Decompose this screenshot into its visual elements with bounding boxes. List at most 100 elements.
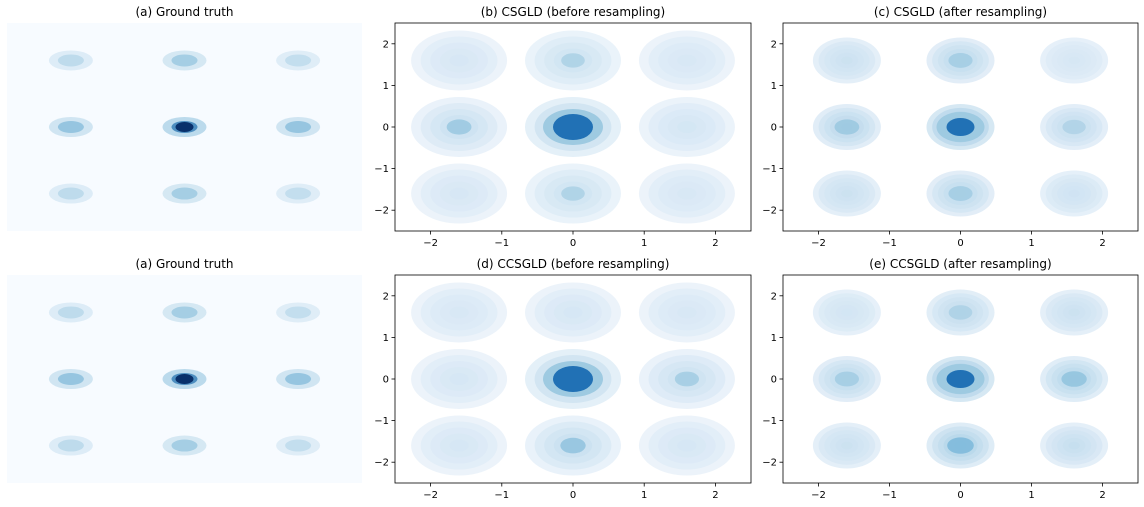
mode-core: [57, 306, 84, 319]
panel-4: (a) Ground truth: [7, 257, 362, 483]
x-tick-label: 2: [712, 238, 718, 249]
x-tick-label: 2: [712, 490, 718, 501]
mode-peak: [553, 366, 593, 392]
x-tick-label: −1: [494, 490, 509, 501]
y-tick-label: −2: [374, 458, 389, 469]
contour-level: [677, 439, 697, 452]
x-tick-label: 0: [957, 238, 963, 249]
x-tick-label: −2: [811, 490, 826, 501]
y-tick-label: 1: [771, 81, 777, 92]
contour-level: [841, 189, 853, 198]
x-tick-label: 1: [1028, 490, 1034, 501]
y-tick-label: 2: [771, 291, 777, 302]
mode-core: [57, 373, 84, 385]
y-tick-label: −1: [762, 416, 777, 427]
mode-peak: [946, 118, 975, 136]
x-tick-label: −1: [882, 490, 897, 501]
mode-core: [285, 439, 312, 452]
mode-core: [57, 121, 84, 133]
mode-core: [171, 187, 198, 200]
mode-core: [834, 371, 860, 387]
x-tick-label: 1: [641, 490, 647, 501]
y-tick-label: 1: [771, 333, 777, 344]
x-tick-label: 0: [957, 490, 963, 501]
x-tick-label: 1: [641, 238, 647, 249]
panel-5: (d) CCSGLD (before resampling) −2 −1 0 1 2 2 1 0…: [374, 257, 752, 501]
contour-level: [677, 306, 697, 319]
mode-core: [947, 437, 974, 454]
x-tick-label: 0: [570, 490, 576, 501]
x-tick-label: 2: [1099, 238, 1105, 249]
contour-level: [841, 441, 853, 450]
mode-core: [171, 306, 198, 319]
mode-core: [1062, 119, 1086, 135]
y-tick-label: 2: [383, 291, 389, 302]
contour-level: [563, 306, 583, 319]
contour-level: [677, 187, 697, 200]
mode-core: [948, 305, 973, 320]
mode-core: [561, 186, 585, 201]
y-tick-label: −2: [762, 206, 777, 217]
y-tick-label: 1: [383, 333, 389, 344]
mode-core: [561, 53, 585, 68]
y-tick-label: −2: [762, 458, 777, 469]
contour-level: [449, 373, 469, 385]
y-tick-label: 0: [771, 123, 777, 134]
contour-level: [449, 439, 469, 452]
panel-title: (a) Ground truth: [135, 257, 233, 271]
x-tick-label: −2: [423, 238, 438, 249]
mode-core: [285, 187, 312, 200]
y-tick-label: 0: [383, 123, 389, 134]
contour-level: [449, 306, 469, 319]
y-tick-label: 0: [383, 375, 389, 386]
x-tick-label: −2: [423, 490, 438, 501]
mode-core: [446, 119, 472, 135]
mode-peak: [175, 374, 194, 384]
mode-core: [57, 54, 84, 67]
y-tick-label: 0: [771, 375, 777, 386]
contour-level: [449, 187, 469, 200]
mode-core: [285, 54, 312, 67]
contour-level: [1068, 308, 1080, 317]
mode-peak: [553, 114, 593, 140]
mode-core: [285, 121, 312, 133]
panel-title: (d) CCSGLD (before resampling): [477, 257, 670, 271]
y-tick-label: −1: [374, 164, 389, 175]
mode-core: [57, 439, 84, 452]
mode-core: [1061, 371, 1087, 387]
panel-title: (e) CCSGLD (after resampling): [869, 257, 1051, 271]
panel-2: (b) CSGLD (before resampling) −2 −1 0 1 2 2 1 0 −…: [374, 5, 752, 249]
y-tick-label: −1: [374, 416, 389, 427]
mode-peak: [175, 122, 194, 132]
mode-core: [948, 186, 973, 201]
mode-core: [560, 437, 586, 454]
mode-core: [285, 306, 312, 319]
contour-level: [841, 308, 853, 317]
mode-core: [57, 187, 84, 200]
contour-level: [677, 54, 697, 67]
mode-core: [948, 53, 973, 68]
x-tick-label: 1: [1028, 238, 1034, 249]
x-tick-label: 0: [570, 238, 576, 249]
panel-6: (e) CCSGLD (after resampling) −2 −1 0 1 2 2 1 0 −…: [762, 257, 1139, 501]
mode-core: [171, 439, 198, 452]
contour-level: [677, 121, 697, 133]
y-tick-label: 2: [383, 39, 389, 50]
mode-core: [171, 54, 198, 67]
mode-core: [285, 373, 312, 385]
contour-level: [1068, 56, 1080, 65]
contour-level: [841, 56, 853, 65]
y-tick-label: −1: [762, 164, 777, 175]
mode-core: [674, 371, 700, 387]
y-tick-label: 1: [383, 81, 389, 92]
x-tick-label: 2: [1099, 490, 1105, 501]
contour-level: [1068, 441, 1080, 450]
x-tick-label: −1: [882, 238, 897, 249]
contour-level: [449, 54, 469, 67]
panel-1: (a) Ground truth: [7, 5, 362, 231]
mode-peak: [946, 370, 975, 388]
x-tick-label: −2: [811, 238, 826, 249]
panel-title: (c) CSGLD (after resampling): [874, 5, 1047, 19]
x-tick-label: −1: [494, 238, 509, 249]
